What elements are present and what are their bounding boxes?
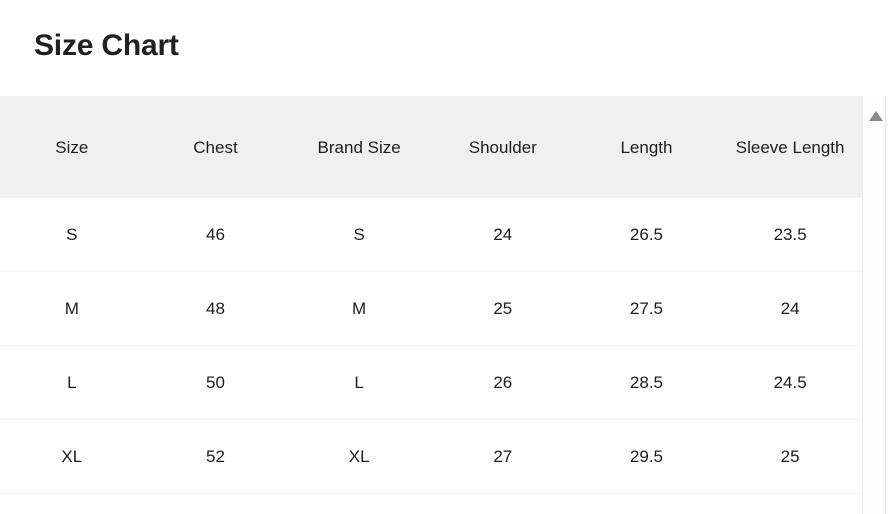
cell-sleeve-length: 25.5 xyxy=(718,493,862,514)
column-header-chest[interactable]: Chest xyxy=(143,96,288,198)
cell-size: M xyxy=(0,271,144,346)
cell-brand-size: S xyxy=(287,198,431,272)
table-row: M 48 M 25 27.5 24 xyxy=(0,271,862,346)
cell-size: S xyxy=(0,198,144,272)
cell-sleeve-length: 25 xyxy=(718,419,862,494)
cell-chest: 50 xyxy=(143,345,288,420)
table-row: L 50 L 26 28.5 24.5 xyxy=(0,345,862,420)
size-table-scroll-area[interactable]: Size Chest Brand Size Shoulder Length Sl… xyxy=(0,96,862,514)
cell-length: 29.5 xyxy=(574,419,719,494)
cell-sleeve-length: 24 xyxy=(718,271,862,346)
cell-shoulder: 28 xyxy=(430,493,575,514)
table-row: XL 52 XL 27 29.5 25 xyxy=(0,419,862,494)
title-area: Size Chart xyxy=(0,0,894,96)
table-head: Size Chest Brand Size Shoulder Length Sl… xyxy=(0,96,862,198)
cell-brand-size: M xyxy=(287,271,431,346)
cell-length: 30.5 xyxy=(574,493,719,514)
column-header-sleeve-length[interactable]: Sleeve Length xyxy=(718,96,862,198)
cell-brand-size: XXL xyxy=(287,493,431,514)
cell-size: XXL xyxy=(0,493,144,514)
table-row: S 46 S 24 26.5 23.5 xyxy=(0,198,862,272)
table-row: XXL 54 XXL 28 30.5 25.5 xyxy=(0,493,862,514)
size-table-viewport: Size Chest Brand Size Shoulder Length Sl… xyxy=(0,96,894,514)
table-header-row: Size Chest Brand Size Shoulder Length Sl… xyxy=(0,96,862,198)
cell-shoulder: 24 xyxy=(430,198,575,272)
cell-size: XL xyxy=(0,419,144,494)
cell-shoulder: 27 xyxy=(430,419,575,494)
page-title: Size Chart xyxy=(34,29,179,62)
size-chart-table: Size Chest Brand Size Shoulder Length Sl… xyxy=(0,96,862,514)
column-header-brand-size[interactable]: Brand Size xyxy=(287,96,431,198)
cell-shoulder: 26 xyxy=(430,345,575,420)
cell-brand-size: L xyxy=(287,345,431,420)
cell-chest: 52 xyxy=(143,419,288,494)
cell-shoulder: 25 xyxy=(430,271,575,346)
cell-length: 27.5 xyxy=(574,271,719,346)
cell-chest: 48 xyxy=(143,271,288,346)
column-header-length[interactable]: Length xyxy=(574,96,719,198)
cell-sleeve-length: 24.5 xyxy=(718,345,862,420)
triangle-up-icon xyxy=(869,111,883,121)
cell-chest: 54 xyxy=(143,493,288,514)
cell-chest: 46 xyxy=(143,198,288,272)
cell-length: 28.5 xyxy=(574,345,719,420)
cell-sleeve-length: 23.5 xyxy=(718,198,862,272)
cell-brand-size: XL xyxy=(287,419,431,494)
column-header-shoulder[interactable]: Shoulder xyxy=(430,96,575,198)
column-header-size[interactable]: Size xyxy=(0,96,144,198)
scrollbar-track[interactable] xyxy=(864,96,886,514)
scroll-up-button[interactable] xyxy=(864,100,886,124)
cell-size: L xyxy=(0,345,144,420)
table-body: S 46 S 24 26.5 23.5 M 48 M 25 27.5 24 xyxy=(0,198,862,514)
vertical-scrollbar[interactable] xyxy=(862,96,894,514)
cell-length: 26.5 xyxy=(574,198,719,272)
